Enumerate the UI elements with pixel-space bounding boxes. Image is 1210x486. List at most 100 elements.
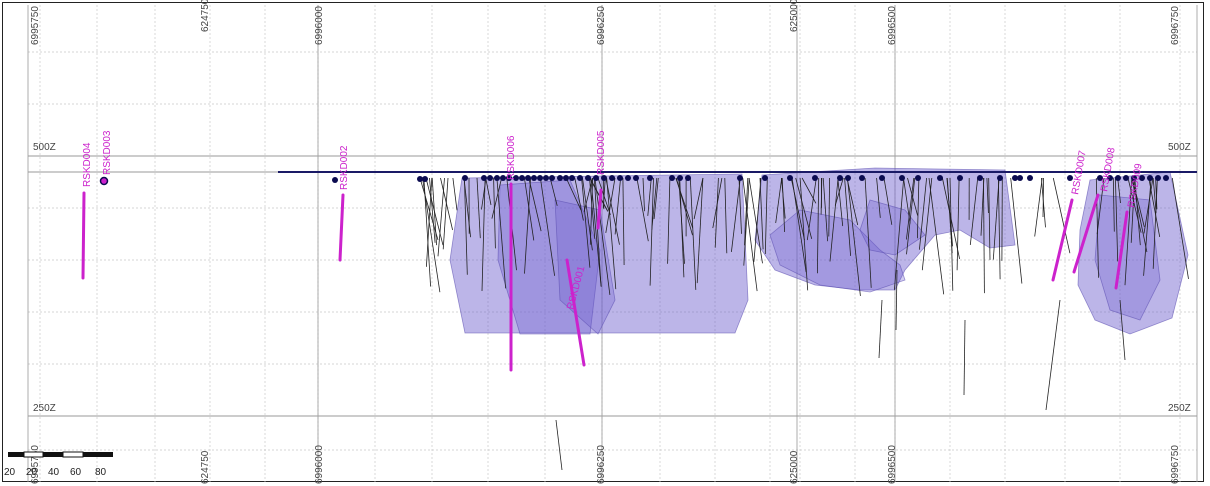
collar-dot[interactable] xyxy=(506,175,512,181)
drill-trace xyxy=(1171,177,1189,279)
drill-trace xyxy=(906,177,915,240)
collar-dot[interactable] xyxy=(915,175,921,181)
collar-dot[interactable] xyxy=(487,175,493,181)
collar-dot[interactable] xyxy=(957,175,963,181)
collar-dot[interactable] xyxy=(1147,175,1153,181)
collar-dot[interactable] xyxy=(481,175,487,181)
drill-trace xyxy=(759,177,764,250)
drill-trace xyxy=(980,177,985,236)
collar-dot[interactable] xyxy=(557,175,563,181)
collar-dot[interactable] xyxy=(737,175,743,181)
collar-dot[interactable] xyxy=(859,175,865,181)
collar-dot[interactable] xyxy=(647,175,653,181)
drill-trace xyxy=(481,177,486,292)
collar-dot[interactable] xyxy=(937,175,943,181)
collar-dot[interactable] xyxy=(537,175,543,181)
collar-dot[interactable] xyxy=(549,175,555,181)
collar-dot[interactable] xyxy=(462,175,468,181)
collar-dot[interactable] xyxy=(1131,175,1137,181)
drill-trace xyxy=(614,177,621,235)
collar-dot[interactable] xyxy=(1107,175,1113,181)
collar-dot[interactable] xyxy=(543,175,549,181)
collar-dot[interactable] xyxy=(422,176,428,182)
scale-segment xyxy=(62,451,84,458)
collar-dot[interactable] xyxy=(500,175,506,181)
target-hole-rskd005[interactable] xyxy=(596,188,603,230)
collar-dot[interactable] xyxy=(1139,175,1145,181)
collar-dot[interactable] xyxy=(525,175,531,181)
drill-trace xyxy=(589,177,596,239)
drill-trace xyxy=(919,177,927,250)
collar-dot[interactable] xyxy=(997,175,1003,181)
collar-dot[interactable] xyxy=(669,175,675,181)
drill-trace xyxy=(481,177,487,210)
collar-dot[interactable] xyxy=(633,175,639,181)
drill-trace xyxy=(622,177,625,266)
target-hole-rskd007[interactable] xyxy=(1051,198,1074,282)
target-hole-rskd008[interactable] xyxy=(1072,193,1100,274)
collar-dot[interactable] xyxy=(1067,175,1073,181)
drill-trace xyxy=(1143,177,1152,276)
target-hole-rskd002[interactable] xyxy=(338,193,345,262)
collar-dot[interactable] xyxy=(513,175,519,181)
mineral-bodies[interactable] xyxy=(449,167,1189,335)
collar-dot[interactable] xyxy=(685,175,691,181)
collar-dot[interactable] xyxy=(845,175,851,181)
collar-dot[interactable] xyxy=(1017,175,1023,181)
collar-dot[interactable] xyxy=(899,175,905,181)
collar-dot[interactable] xyxy=(1155,175,1161,181)
coord-label: 6996500 xyxy=(887,445,898,484)
drill-trace xyxy=(983,177,985,294)
drill-trace xyxy=(795,177,813,240)
collar-dot[interactable] xyxy=(617,175,623,181)
target-hole-rskd001[interactable] xyxy=(565,258,586,367)
collar-dot[interactable] xyxy=(519,175,525,181)
mineral-body[interactable] xyxy=(754,167,1016,291)
collar-dot[interactable] xyxy=(593,175,599,181)
mineral-body[interactable] xyxy=(859,199,926,256)
collar-dot[interactable] xyxy=(812,175,818,181)
collar-dot[interactable] xyxy=(837,175,843,181)
collar-dot[interactable] xyxy=(1163,175,1169,181)
collar-dot[interactable] xyxy=(787,175,793,181)
drill-trace xyxy=(476,177,481,239)
drill-trace xyxy=(574,177,584,221)
collar-dot[interactable] xyxy=(1097,175,1103,181)
drill-trace xyxy=(817,177,820,274)
collar-dot[interactable] xyxy=(879,175,885,181)
collar-rskd003[interactable] xyxy=(99,176,109,186)
drill-trace xyxy=(493,177,496,249)
collar-dot[interactable] xyxy=(762,175,768,181)
coord-label: 624750 xyxy=(200,450,211,484)
hole-label-rskd002: RSKD002 xyxy=(339,145,350,190)
collar-dot[interactable] xyxy=(677,175,683,181)
drill-trace xyxy=(693,177,704,220)
collar-dot[interactable] xyxy=(1123,175,1129,181)
collar-dot[interactable] xyxy=(577,175,583,181)
collar-dot[interactable] xyxy=(1027,175,1033,181)
target-hole-rskd004[interactable] xyxy=(81,191,86,280)
drill-trace xyxy=(651,177,658,230)
collar-dot[interactable] xyxy=(625,175,631,181)
coord-label: 624750 xyxy=(200,0,211,32)
collar-dot[interactable] xyxy=(563,175,569,181)
drill-trace xyxy=(1052,177,1071,254)
collar-dot[interactable] xyxy=(609,175,615,181)
collar-dot[interactable] xyxy=(332,177,338,183)
collar-dot[interactable] xyxy=(601,175,607,181)
hole-label-rskd006: RSKD006 xyxy=(506,135,517,180)
collar-dot[interactable] xyxy=(531,175,537,181)
collar-dot[interactable] xyxy=(569,175,575,181)
target-holes[interactable] xyxy=(81,182,1129,372)
collar-dot[interactable] xyxy=(494,175,500,181)
collar-dot[interactable] xyxy=(1012,175,1018,181)
target-hole-rskd009[interactable] xyxy=(1114,210,1129,290)
collar-points[interactable] xyxy=(332,175,1169,183)
collar-dot[interactable] xyxy=(417,176,423,182)
collar-dot[interactable] xyxy=(1115,175,1121,181)
collar-dot[interactable] xyxy=(977,175,983,181)
collar-dot[interactable] xyxy=(585,175,591,181)
drill-trace xyxy=(895,269,898,331)
